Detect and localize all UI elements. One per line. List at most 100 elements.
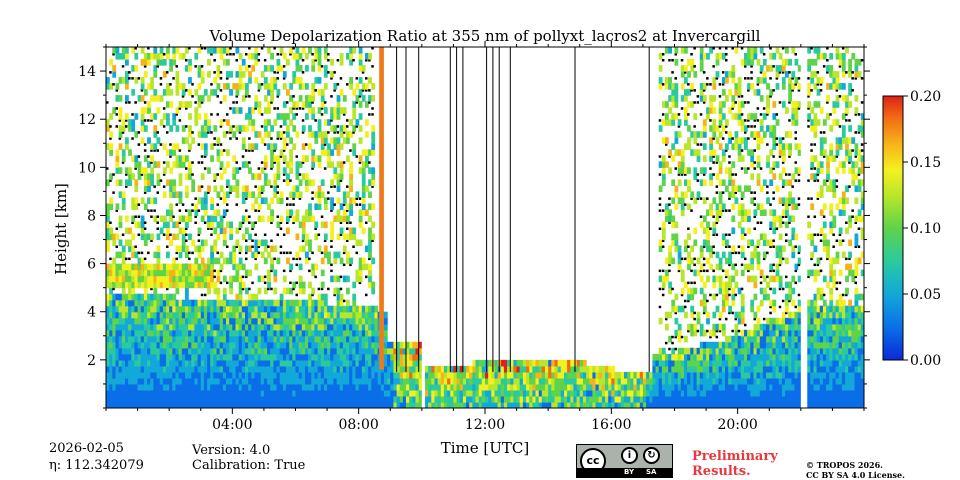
heatmap-cell: [636, 377, 641, 385]
heatmap-cell: [706, 53, 710, 60]
noise-cell: [143, 149, 147, 152]
heatmap-cell: [684, 89, 688, 96]
noise-cell: [706, 329, 709, 333]
heatmap-cell: [166, 359, 170, 367]
heatmap-cell: [188, 389, 192, 397]
heatmap-cell: [500, 402, 505, 408]
heatmap-cell: [323, 347, 328, 355]
heatmap-cell: [608, 396, 612, 403]
noise-cell: [106, 167, 109, 170]
heatmap-cell: [295, 396, 300, 403]
noise-cell: [658, 209, 662, 212]
noise-cell: [712, 161, 715, 164]
heatmap-cell: [680, 191, 685, 198]
heatmap-cell: [576, 365, 581, 373]
heatmap-cell: [469, 396, 473, 403]
heatmap-cell: [118, 335, 123, 343]
noise-cell: [368, 89, 371, 92]
heatmap-cell: [292, 323, 297, 331]
heatmap-cell: [699, 53, 704, 60]
heatmap-cell: [731, 402, 736, 408]
noise-cell: [150, 239, 153, 242]
heatmap-cell: [661, 359, 666, 367]
heatmap-cell: [323, 221, 328, 229]
heatmap-cell: [740, 329, 745, 337]
heatmap-cell: [646, 371, 650, 379]
heatmap-cell: [226, 335, 230, 343]
heatmap-cell: [216, 65, 221, 72]
heatmap-cell: [115, 251, 120, 259]
heatmap-cell: [200, 281, 205, 289]
heatmap-cell: [191, 299, 196, 307]
heatmap-cell: [292, 125, 297, 132]
heatmap-cell: [311, 305, 316, 313]
heatmap-cell: [339, 53, 344, 60]
heatmap-cell: [358, 275, 363, 283]
heatmap-cell: [734, 335, 739, 343]
heatmap-cell: [301, 305, 306, 313]
heatmap-cell: [282, 371, 287, 379]
heatmap-cell: [406, 371, 410, 379]
heatmap-cell: [737, 203, 742, 210]
heatmap-cell: [245, 299, 249, 307]
heatmap-cell: [342, 311, 347, 319]
heatmap-cell: [725, 143, 729, 150]
heatmap-cell: [365, 377, 369, 385]
heatmap-cell: [522, 396, 527, 403]
noise-cell: [203, 167, 207, 170]
heatmap-cell: [658, 275, 663, 283]
heatmap-cell: [175, 89, 180, 96]
heatmap-cell: [314, 263, 319, 271]
heatmap-cell: [624, 377, 628, 385]
heatmap-cell: [661, 155, 666, 162]
heatmap-cell: [620, 389, 625, 397]
heatmap-cell: [440, 365, 445, 373]
heatmap-cell: [503, 377, 508, 385]
heatmap-cell: [443, 377, 448, 385]
heatmap-cell: [374, 317, 379, 325]
heatmap-cell: [308, 107, 312, 114]
noise-cell: [715, 161, 719, 164]
heatmap-cell: [289, 365, 293, 373]
heatmap-cell: [327, 383, 331, 391]
heatmap-cell: [235, 275, 240, 283]
heatmap-cell: [699, 167, 704, 174]
heatmap-cell: [172, 185, 177, 192]
noise-cell: [668, 59, 671, 62]
heatmap-cell: [134, 131, 139, 138]
heatmap-cell: [690, 329, 695, 337]
heatmap-cell: [131, 89, 136, 96]
heatmap-cell: [276, 365, 281, 373]
heatmap-cell: [731, 203, 736, 210]
noise-cell: [687, 83, 690, 86]
heatmap-cell: [330, 329, 334, 337]
heatmap-cell: [412, 365, 417, 373]
heatmap-cell: [140, 359, 145, 367]
heatmap-cell: [118, 389, 123, 397]
heatmap-cell: [118, 329, 123, 337]
heatmap-cell: [263, 287, 268, 295]
heatmap-cell: [166, 83, 170, 90]
heatmap-cell: [219, 299, 224, 307]
heatmap-cell: [466, 365, 470, 373]
heatmap-cell: [545, 396, 549, 403]
noise-cell: [188, 257, 191, 261]
heatmap-cell: [383, 365, 388, 373]
heatmap-cell: [197, 47, 202, 54]
heatmap-cell: [661, 173, 666, 180]
heatmap-cell: [712, 353, 717, 361]
heatmap-cell: [175, 71, 180, 78]
noise-cell: [210, 227, 213, 230]
heatmap-cell: [143, 233, 148, 241]
heatmap-cell: [374, 311, 379, 319]
heatmap-cell: [295, 299, 300, 307]
heatmap-cell: [106, 281, 110, 289]
heatmap-cell: [358, 389, 363, 397]
heatmap-cell: [706, 311, 710, 319]
heatmap-cell: [156, 402, 161, 408]
noise-cell: [172, 215, 175, 218]
heatmap-cell: [721, 89, 726, 96]
heatmap-cell: [409, 377, 413, 385]
heatmap-cell: [143, 71, 148, 78]
heatmap-cell: [387, 341, 391, 349]
